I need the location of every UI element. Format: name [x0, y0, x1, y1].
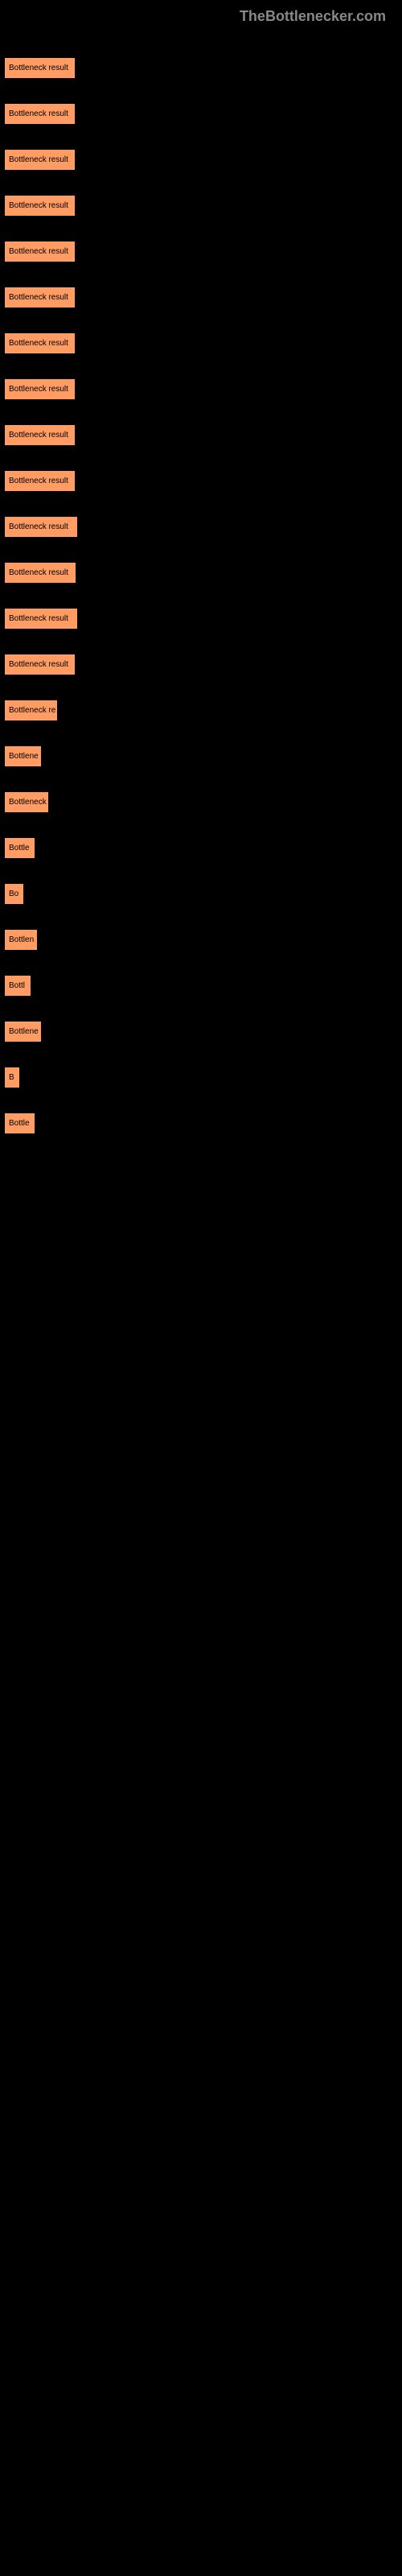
- bar: Bottleneck result: [4, 57, 76, 79]
- bar: Bottlene: [4, 745, 42, 767]
- bar-row: Bottleneck result: [4, 332, 398, 358]
- bar-row: Bottleneck result: [4, 608, 398, 634]
- bar-row: Bottleneck: [4, 791, 398, 817]
- bar-row: Bottleneck result: [4, 654, 398, 679]
- bar: Bottleneck result: [4, 516, 78, 538]
- bar: Bottleneck result: [4, 378, 76, 400]
- bar-row: Bottlene: [4, 1021, 398, 1046]
- bar-row: Bottleneck result: [4, 378, 398, 404]
- bar-row: Bottlen: [4, 929, 398, 955]
- bar-chart: Bottleneck result Bottleneck result Bottle…: [0, 33, 402, 1162]
- bar: Bottleneck result: [4, 149, 76, 171]
- bar: Bottleneck result: [4, 562, 76, 584]
- logo-text: TheBottlenecker.com: [240, 8, 386, 24]
- bar: B: [4, 1067, 20, 1088]
- bar: Bottleneck result: [4, 195, 76, 217]
- bar-row: Bottleneck result: [4, 149, 398, 175]
- bar: Bottlen: [4, 929, 38, 951]
- bar: Bottle: [4, 837, 35, 859]
- bar-row: Bottleneck result: [4, 241, 398, 266]
- bar-row: Bottle: [4, 837, 398, 863]
- bar: Bottleneck result: [4, 424, 76, 446]
- bar: Bottleneck: [4, 791, 49, 813]
- bar-row: Bottleneck result: [4, 470, 398, 496]
- bar-row: Bo: [4, 883, 398, 909]
- bar-row: Bottleneck result: [4, 562, 398, 588]
- bar-row: Bottleneck result: [4, 57, 398, 83]
- bar-row: Bottl: [4, 975, 398, 1001]
- bar-row: Bottleneck result: [4, 516, 398, 542]
- bar-row: B: [4, 1067, 398, 1092]
- bar-row: Bottleneck re: [4, 700, 398, 725]
- bar: Bottlene: [4, 1021, 42, 1042]
- bar-row: Bottleneck result: [4, 103, 398, 129]
- bar: Bottleneck result: [4, 241, 76, 262]
- bar: Bo: [4, 883, 24, 905]
- bar-row: Bottle: [4, 1113, 398, 1138]
- bar-row: Bottlene: [4, 745, 398, 771]
- logo-header: TheBottlenecker.com: [0, 0, 402, 33]
- bar: Bottleneck result: [4, 654, 76, 675]
- bar: Bottleneck result: [4, 470, 76, 492]
- bar-row: Bottleneck result: [4, 424, 398, 450]
- bar: Bottleneck result: [4, 332, 76, 354]
- bar-row: Bottleneck result: [4, 195, 398, 221]
- bar: Bottle: [4, 1113, 35, 1134]
- bar: Bottleneck result: [4, 103, 76, 125]
- bar: Bottleneck result: [4, 287, 76, 308]
- bar: Bottl: [4, 975, 31, 997]
- bar-row: Bottleneck result: [4, 287, 398, 312]
- bar: Bottleneck result: [4, 608, 78, 630]
- bar: Bottleneck re: [4, 700, 58, 721]
